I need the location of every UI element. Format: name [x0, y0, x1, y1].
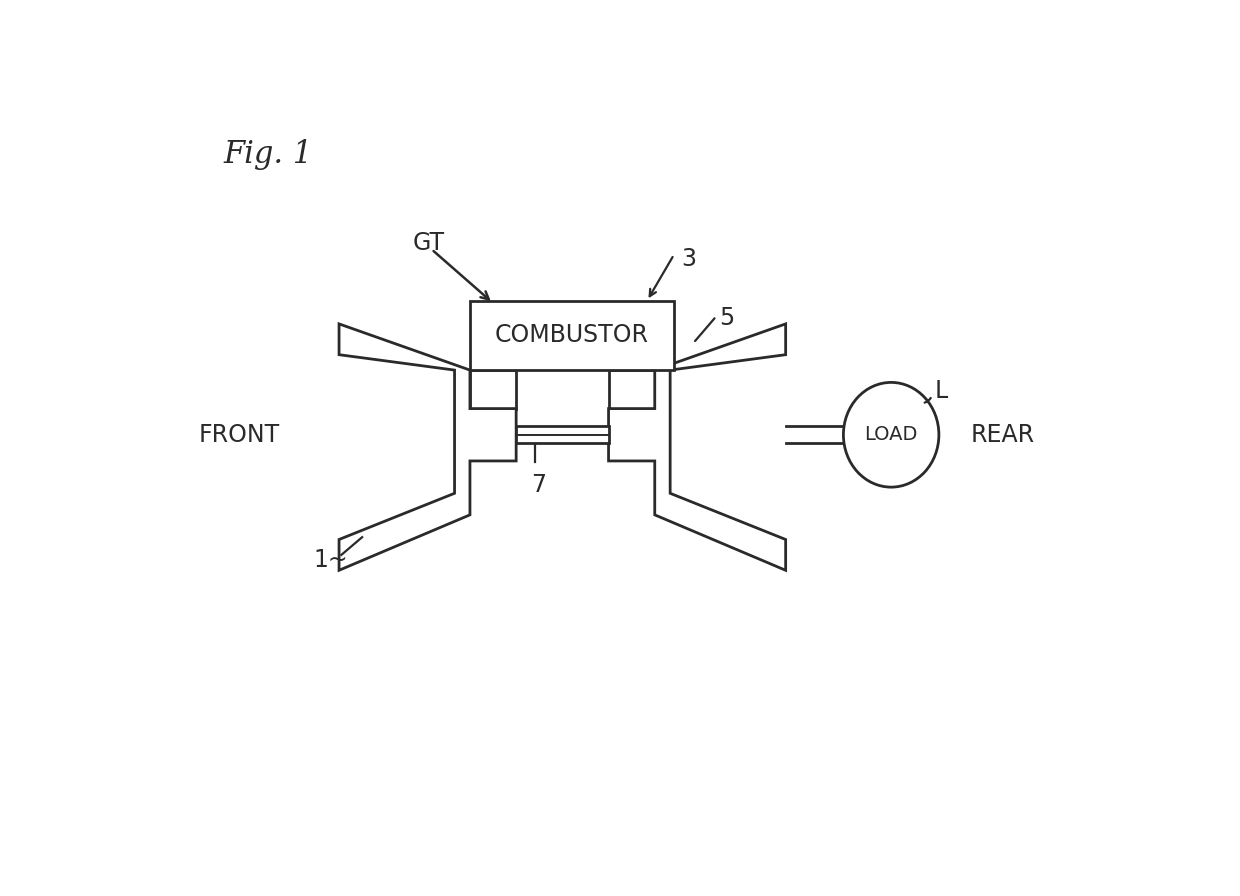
Text: 5: 5 — [719, 306, 734, 331]
Text: L: L — [934, 379, 947, 403]
Polygon shape — [516, 426, 609, 444]
Polygon shape — [339, 323, 516, 570]
Ellipse shape — [843, 383, 939, 487]
Bar — [470, 301, 675, 370]
Text: Fig. 1: Fig. 1 — [223, 139, 312, 170]
Text: LOAD: LOAD — [864, 426, 918, 444]
Text: GT: GT — [412, 231, 444, 255]
Polygon shape — [470, 370, 516, 409]
Text: 7: 7 — [532, 472, 547, 496]
Text: FRONT: FRONT — [198, 423, 279, 447]
Text: REAR: REAR — [971, 423, 1034, 447]
Text: 3: 3 — [682, 247, 697, 271]
Polygon shape — [609, 323, 786, 570]
Text: 1~: 1~ — [314, 548, 348, 573]
Polygon shape — [609, 370, 655, 409]
Text: COMBUSTOR: COMBUSTOR — [495, 323, 649, 348]
